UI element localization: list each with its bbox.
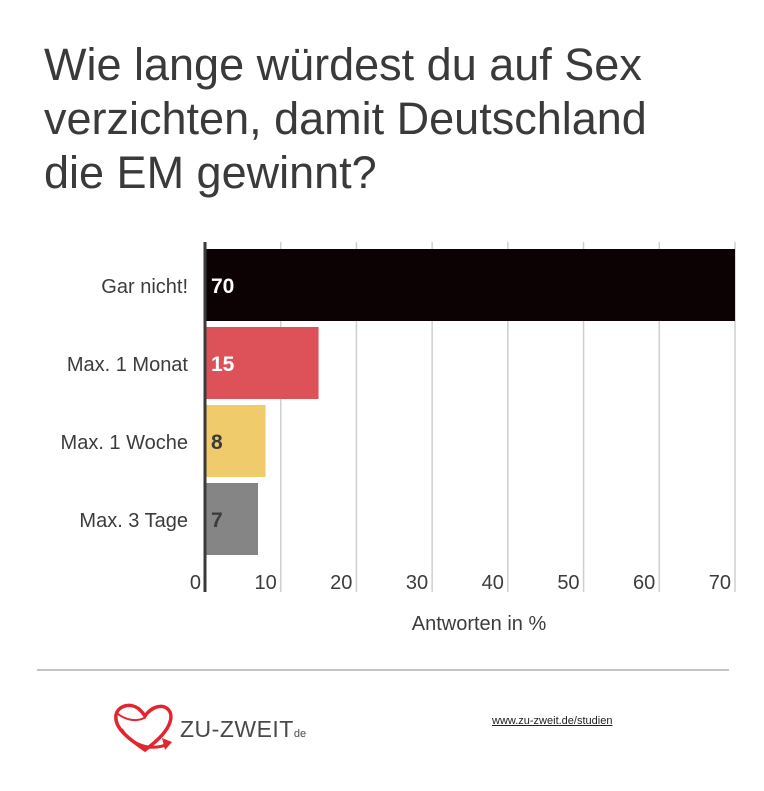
category-label: Max. 3 Tage xyxy=(79,510,188,532)
x-tick-label: 0 xyxy=(190,572,201,594)
brand-suffix: de xyxy=(293,728,307,740)
value-label: 8 xyxy=(211,431,223,454)
studies-link[interactable]: www.zu-zweit.de/studien xyxy=(492,715,613,727)
x-tick-label: 60 xyxy=(633,572,655,594)
bar xyxy=(205,327,319,399)
bar xyxy=(205,249,735,321)
x-tick-label: 50 xyxy=(557,572,579,594)
brand-logo[interactable]: ZU-ZWEITde xyxy=(110,700,330,756)
category-label: Gar nicht! xyxy=(101,276,188,298)
footer-divider xyxy=(37,669,729,671)
x-tick-label: 70 xyxy=(709,572,731,594)
brand-name: ZU-ZWEIT xyxy=(180,716,294,742)
x-tick-label: 10 xyxy=(254,572,276,594)
category-label: Max. 1 Woche xyxy=(61,432,188,454)
x-axis-label: Antworten in % xyxy=(412,613,547,635)
x-tick-label: 30 xyxy=(406,572,428,594)
title-line: verzichten, damit Deutschland xyxy=(44,93,647,144)
brand-wordmark: ZU-ZWEITde xyxy=(180,716,306,743)
x-tick-label: 40 xyxy=(482,572,504,594)
title-line: Wie lange würdest du auf Sex xyxy=(44,39,642,90)
value-label: 7 xyxy=(211,509,223,532)
bar xyxy=(205,405,266,477)
title-line: die EM gewinnt? xyxy=(44,147,377,198)
chart-title: Wie lange würdest du auf Sex verzichten,… xyxy=(44,38,744,200)
bar xyxy=(205,483,258,555)
value-label: 15 xyxy=(211,353,235,376)
x-tick-label: 20 xyxy=(330,572,352,594)
category-label: Max. 1 Monat xyxy=(67,354,189,376)
value-label: 70 xyxy=(211,275,234,298)
heart-icon xyxy=(114,703,173,753)
